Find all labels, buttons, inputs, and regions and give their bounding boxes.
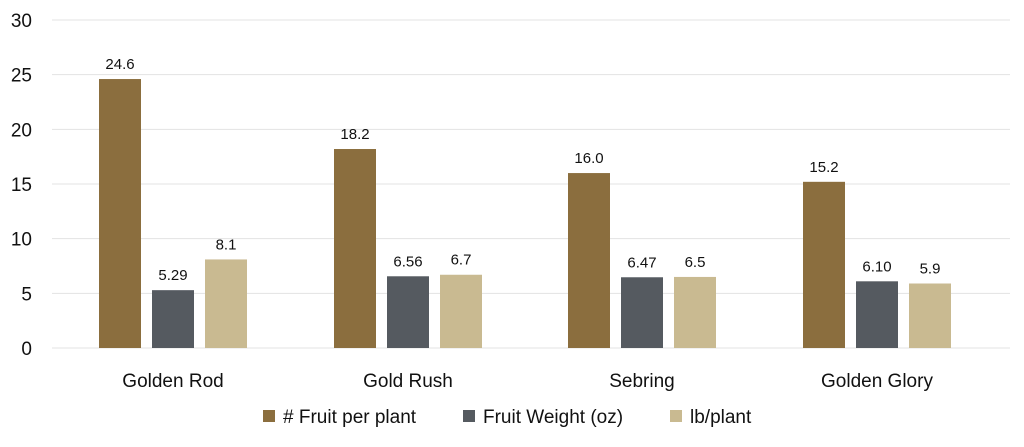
- x-tick-label: Sebring: [609, 371, 675, 392]
- bar: [440, 274, 482, 348]
- bar: [856, 281, 898, 348]
- data-label: 6.47: [627, 254, 656, 271]
- legend: # Fruit per plant Fruit Weight (oz) lb/pla…: [263, 407, 752, 428]
- legend-label: # Fruit per plant: [283, 407, 417, 428]
- data-label: 18.2: [340, 126, 369, 143]
- bar: [621, 277, 663, 348]
- y-tick-label: 25: [11, 66, 32, 87]
- y-tick-label: 15: [11, 175, 32, 196]
- legend-swatch: [670, 410, 682, 422]
- bar: [568, 173, 610, 348]
- y-tick-label: 10: [11, 230, 32, 251]
- legend-label: lb/plant: [690, 407, 752, 428]
- data-label: 5.29: [158, 267, 187, 284]
- y-tick-label: 0: [21, 339, 32, 360]
- bar: [334, 149, 376, 348]
- data-label: 6.56: [393, 253, 422, 270]
- legend-swatch: [263, 410, 275, 422]
- data-label: 24.6: [105, 56, 134, 73]
- bar: [152, 290, 194, 348]
- data-label: 8.1: [216, 236, 237, 253]
- y-tick-label: 30: [11, 11, 32, 32]
- x-tick-label: Golden Rod: [122, 371, 223, 392]
- data-label: 16.0: [574, 150, 603, 167]
- data-label: 15.2: [809, 159, 838, 176]
- data-label: 6.10: [862, 258, 891, 275]
- x-tick-label: Gold Rush: [363, 371, 453, 392]
- bar: [674, 276, 716, 348]
- data-label: 5.9: [920, 260, 941, 277]
- y-axis: 0 5 10 15 20 25 30: [11, 11, 32, 360]
- legend-label: Fruit Weight (oz): [483, 407, 623, 428]
- bars: 24.6 5.29 8.1 18.2 6.56 6.7 16.0 6.47 6.5 15.2 6.1…: [99, 56, 951, 348]
- bar: [99, 79, 141, 348]
- bar: [205, 259, 247, 348]
- y-tick-label: 20: [11, 120, 32, 141]
- y-tick-label: 5: [21, 284, 32, 305]
- data-label: 6.5: [685, 254, 706, 271]
- x-tick-label: Golden Glory: [821, 371, 933, 392]
- bar: [909, 283, 951, 348]
- x-axis: Golden Rod Gold Rush Sebring Golden Glory: [122, 371, 933, 392]
- bar: [803, 181, 845, 348]
- data-label: 6.7: [451, 252, 472, 269]
- legend-swatch: [463, 410, 475, 422]
- bar: [387, 276, 429, 348]
